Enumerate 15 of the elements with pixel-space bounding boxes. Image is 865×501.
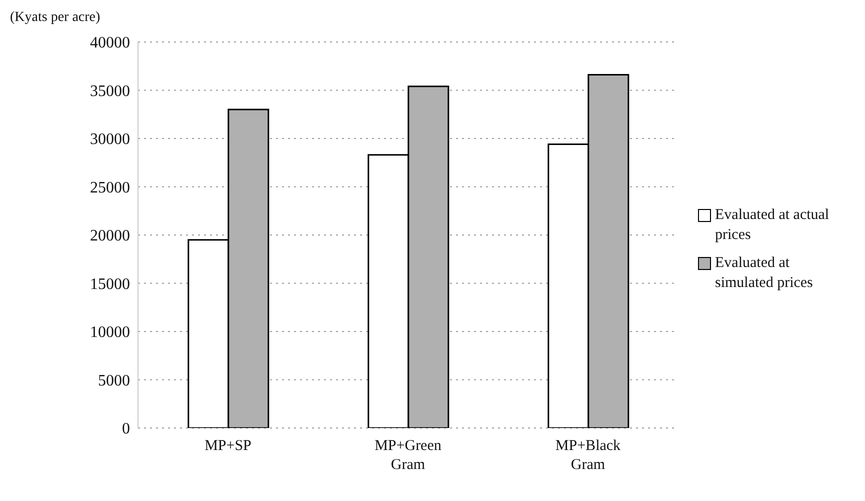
legend-label: Evaluated at simulated prices <box>715 254 814 293</box>
x-tick-label: MP+Green Gram <box>374 438 442 473</box>
y-tick-label: 35000 <box>90 82 130 100</box>
y-tick-label: 10000 <box>90 324 130 342</box>
y-tick-label: 25000 <box>90 179 130 196</box>
y-tick-label: 30000 <box>90 131 130 148</box>
y-tick-label: 15000 <box>90 276 130 293</box>
y-tick-label: 5000 <box>98 372 130 390</box>
y-tick-label: 20000 <box>90 228 130 245</box>
y-axis-title: (Kyats per acre) <box>10 10 100 26</box>
y-tick-label: 40000 <box>90 34 130 52</box>
x-tick-label: MP+SP <box>204 438 252 454</box>
legend-label: Evaluated at actual prices <box>715 206 830 245</box>
y-tick-label: 0 <box>122 420 130 438</box>
x-tick-label: MP+Black Gram <box>555 438 622 473</box>
